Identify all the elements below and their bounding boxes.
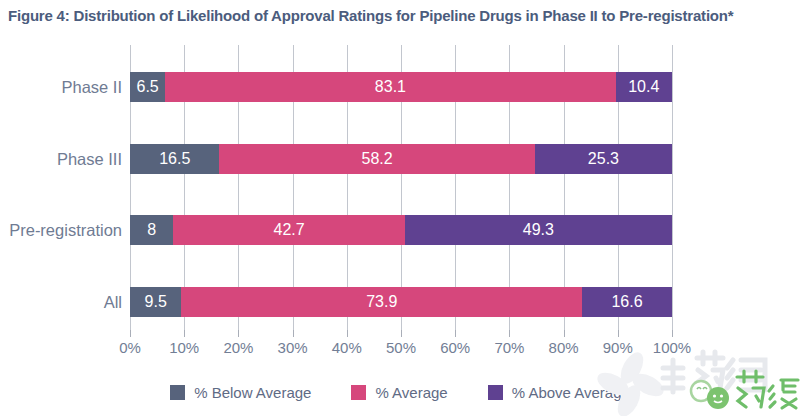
legend-swatch — [170, 385, 185, 400]
x-axis-tick — [347, 330, 348, 337]
yaodu-mascots-icon — [691, 381, 729, 409]
x-axis-tick — [130, 330, 131, 337]
x-axis-tick-label: 50% — [386, 339, 416, 356]
bar-segment: 83.1 — [165, 72, 615, 102]
category-label: Pre-registration — [0, 215, 122, 245]
x-axis-tick — [672, 330, 673, 337]
stacked-bar: 9.573.916.6 — [130, 287, 672, 317]
bar-segment: 9.5 — [130, 287, 181, 317]
x-axis-tick-label: 60% — [440, 339, 470, 356]
x-axis-tick — [238, 330, 239, 337]
stacked-bar: 16.558.225.3 — [130, 144, 672, 174]
x-axis-tick — [455, 330, 456, 337]
bar-segment: 25.3 — [535, 144, 672, 174]
x-axis-tick-label: 70% — [494, 339, 524, 356]
legend-item: % Average — [351, 384, 447, 401]
x-axis-tick-label: 20% — [223, 339, 253, 356]
gridline — [672, 45, 673, 330]
x-axis-tick-label: 80% — [549, 339, 579, 356]
bar-segment: 16.5 — [130, 144, 219, 174]
x-axis-tick-label: 40% — [332, 339, 362, 356]
stacked-bar: 6.583.110.4 — [130, 72, 672, 102]
bar-segment: 10.4 — [616, 72, 672, 102]
x-axis-tick — [564, 330, 565, 337]
figure-container: Figure 4: Distribution of Likelihood of … — [0, 0, 800, 416]
legend-swatch — [488, 385, 503, 400]
x-axis-tick-label: 10% — [169, 339, 199, 356]
bar-segment: 6.5 — [130, 72, 165, 102]
pinwheel-watermark-icon — [594, 349, 667, 416]
figure-title: Figure 4: Distribution of Likelihood of … — [8, 7, 733, 24]
x-axis-tick — [293, 330, 294, 337]
legend-label: % Below Average — [194, 384, 311, 401]
bar-segment: 42.7 — [173, 215, 404, 245]
x-axis-tick-label: 30% — [278, 339, 308, 356]
legend-swatch — [351, 385, 366, 400]
bar-segment: 16.6 — [582, 287, 672, 317]
background-watermark-text — [663, 352, 765, 392]
bar-segment: 49.3 — [405, 215, 672, 245]
category-label: Phase II — [0, 72, 122, 102]
x-axis-tick — [401, 330, 402, 337]
legend-item: % Below Average — [170, 384, 311, 401]
bar-segment: 58.2 — [219, 144, 534, 174]
category-label: All — [0, 287, 122, 317]
x-axis-tick — [618, 330, 619, 337]
bar-segment: 8 — [130, 215, 173, 245]
category-label: Phase III — [0, 144, 122, 174]
stacked-bar: 842.749.3 — [130, 215, 672, 245]
x-axis-tick-label: 0% — [119, 339, 141, 356]
legend-label: % Average — [375, 384, 447, 401]
x-axis-tick — [184, 330, 185, 337]
bar-segment: 73.9 — [181, 287, 582, 317]
plot-area: 6.583.110.416.558.225.3842.749.39.573.91… — [130, 45, 672, 330]
x-axis-tick — [509, 330, 510, 337]
watermark — [585, 346, 800, 416]
